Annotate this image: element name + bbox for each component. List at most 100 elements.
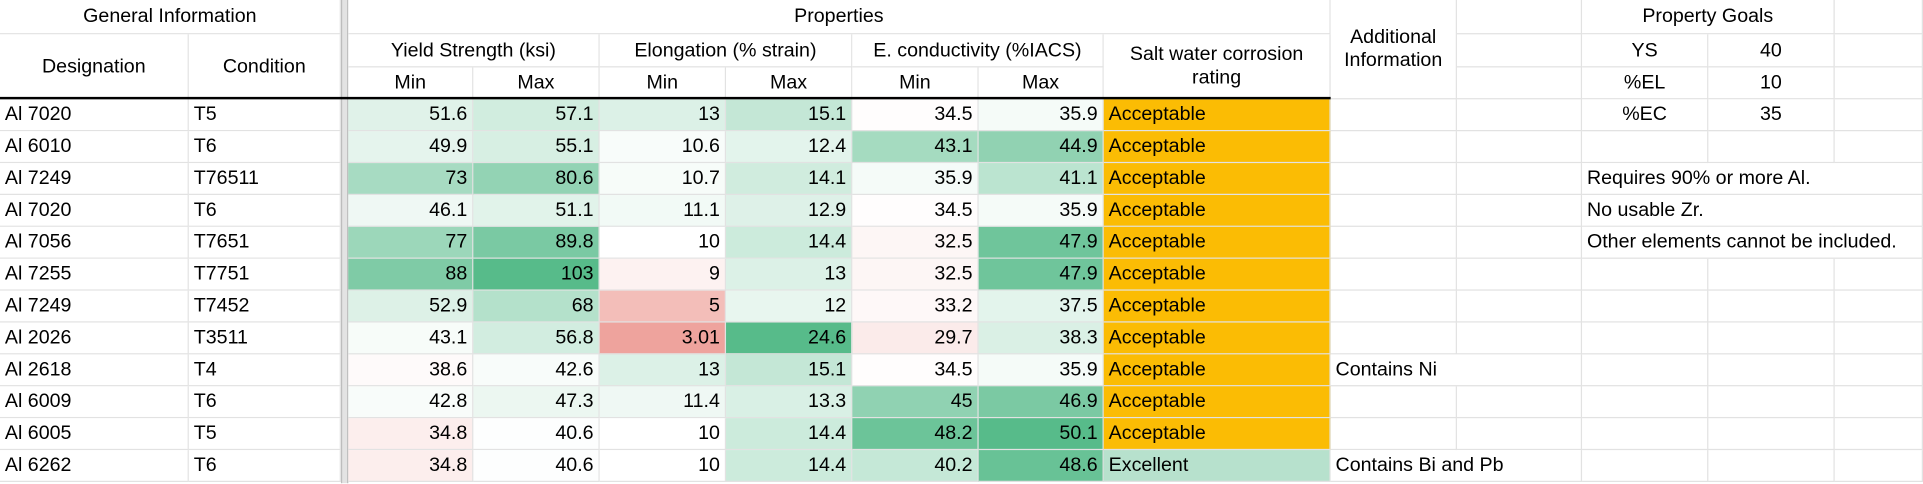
grid-cell[interactable] — [1456, 99, 1583, 132]
grid-cell[interactable] — [1834, 67, 1923, 100]
value-cell: 38.3 — [978, 322, 1104, 355]
condition-cell: T7651 — [188, 226, 341, 259]
info-cell: Contains Bi and Pb — [1330, 450, 1583, 482]
grid-cell[interactable] — [1582, 322, 1709, 355]
grid-cell[interactable] — [1582, 131, 1709, 164]
value-cell: 14.4 — [726, 418, 853, 451]
grid-cell[interactable] — [1456, 258, 1583, 291]
grid-cell[interactable] — [1456, 322, 1583, 355]
value-cell: 34.5 — [852, 194, 979, 227]
header-cell: General Information — [0, 0, 341, 35]
column-header: Condition — [188, 34, 341, 100]
grid-cell[interactable] — [1582, 258, 1709, 291]
value-cell: 40.6 — [473, 418, 600, 451]
grid-cell[interactable] — [1456, 386, 1583, 419]
grid-cell[interactable] — [1456, 67, 1583, 100]
grid-cell[interactable] — [1330, 99, 1457, 132]
column-header: E. conductivity (%IACS) — [852, 34, 1104, 68]
grid-cell[interactable] — [1330, 290, 1457, 323]
grid-cell[interactable] — [1834, 418, 1923, 451]
value-cell: 73 — [348, 163, 474, 195]
grid-cell[interactable] — [1708, 450, 1835, 482]
value-cell: 68 — [473, 290, 600, 323]
grid-cell[interactable] — [1582, 386, 1709, 419]
value-cell: 57.1 — [473, 99, 600, 132]
grid-cell[interactable] — [1330, 194, 1457, 227]
grid-cell[interactable] — [1330, 226, 1457, 259]
rating-cell: Acceptable — [1103, 226, 1331, 259]
value-cell: 12.9 — [726, 194, 853, 227]
condition-cell: T7751 — [188, 258, 341, 291]
grid-cell[interactable] — [1456, 131, 1583, 164]
grid-cell[interactable] — [1582, 418, 1709, 451]
grid-cell[interactable] — [1582, 450, 1709, 482]
grid-cell[interactable] — [1330, 258, 1457, 291]
rating-cell: Acceptable — [1103, 131, 1331, 164]
value-cell: 24.6 — [726, 322, 853, 355]
grid-cell[interactable] — [1834, 99, 1923, 132]
grid-cell[interactable] — [1330, 418, 1457, 451]
designation-cell: Al 2618 — [0, 354, 189, 387]
grid-cell[interactable] — [1708, 386, 1835, 419]
grid-cell[interactable] — [1456, 226, 1583, 259]
value-cell: 43.1 — [852, 131, 979, 164]
value-cell: 10 — [599, 450, 727, 482]
designation-cell: Al 7020 — [0, 194, 189, 227]
grid-cell[interactable] — [1708, 131, 1835, 164]
grid-cell[interactable] — [1330, 163, 1457, 195]
value-cell: 34.5 — [852, 99, 979, 132]
goal-label: %EC — [1582, 99, 1709, 132]
value-cell: 49.9 — [348, 131, 474, 164]
value-cell: 46.9 — [978, 386, 1104, 419]
grid-cell[interactable] — [1330, 131, 1457, 164]
value-cell: 55.1 — [473, 131, 600, 164]
grid-cell[interactable] — [1456, 34, 1583, 68]
grid-cell[interactable] — [1708, 258, 1835, 291]
grid-cell[interactable] — [1708, 418, 1835, 451]
grid-cell[interactable] — [1834, 322, 1923, 355]
grid-cell[interactable] — [1330, 322, 1457, 355]
grid-cell[interactable] — [1834, 386, 1923, 419]
grid-cell[interactable] — [1708, 290, 1835, 323]
grid-cell[interactable] — [1708, 322, 1835, 355]
grid-cell[interactable] — [1834, 34, 1923, 68]
condition-cell: T4 — [188, 354, 341, 387]
rating-cell: Acceptable — [1103, 290, 1331, 323]
value-cell: 3.01 — [599, 322, 727, 355]
grid-cell[interactable] — [1456, 290, 1583, 323]
grid-cell[interactable] — [1456, 418, 1583, 451]
grid-cell[interactable] — [1834, 0, 1923, 35]
grid-cell[interactable] — [1456, 0, 1583, 35]
value-cell: 88 — [348, 258, 474, 291]
grid-cell[interactable] — [1834, 450, 1923, 482]
grid-cell[interactable] — [1330, 386, 1457, 419]
goal-value: 10 — [1708, 67, 1835, 100]
condition-cell: T3511 — [188, 322, 341, 355]
value-cell: 33.2 — [852, 290, 979, 323]
grid-cell[interactable] — [1834, 131, 1923, 164]
grid-cell[interactable] — [1708, 354, 1835, 387]
grid-cell[interactable] — [1582, 354, 1709, 387]
rating-cell: Acceptable — [1103, 322, 1331, 355]
value-cell: 47.9 — [978, 226, 1104, 259]
designation-cell: Al 6010 — [0, 131, 189, 164]
value-cell: 34.5 — [852, 354, 979, 387]
value-cell: 47.3 — [473, 386, 600, 419]
value-cell: 10 — [599, 418, 727, 451]
condition-cell: T5 — [188, 99, 341, 132]
rating-cell: Acceptable — [1103, 99, 1331, 132]
grid-cell[interactable] — [1834, 290, 1923, 323]
condition-cell: T5 — [188, 418, 341, 451]
value-cell: 52.9 — [348, 290, 474, 323]
goal-value: 40 — [1708, 34, 1835, 68]
header-cell: Property Goals — [1582, 0, 1835, 35]
column-subheader: Max — [473, 67, 600, 100]
grid-cell[interactable] — [1582, 290, 1709, 323]
grid-cell[interactable] — [1456, 194, 1583, 227]
grid-cell[interactable] — [1834, 258, 1923, 291]
value-cell: 80.6 — [473, 163, 600, 195]
value-cell: 51.1 — [473, 194, 600, 227]
grid-cell[interactable] — [1834, 354, 1923, 387]
goal-label: YS — [1582, 34, 1709, 68]
grid-cell[interactable] — [1456, 163, 1583, 195]
